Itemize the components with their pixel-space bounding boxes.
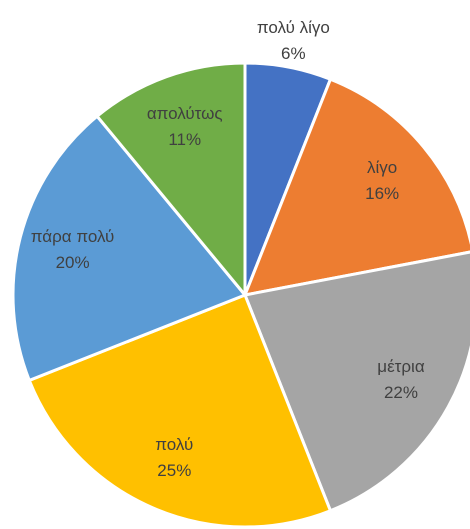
slice-label: πολύ (155, 435, 193, 454)
slice-value-label: 20% (56, 253, 90, 272)
pie-slice (27, 293, 333, 529)
pie-slice (242, 77, 470, 297)
pie-slice (242, 250, 470, 513)
slice-value-label: 25% (157, 461, 191, 480)
slice-label: πολύ λίγο (257, 18, 330, 37)
slice-value-label: 6% (281, 44, 306, 63)
slice-value-label: 16% (365, 184, 399, 203)
slice-value-label: 11% (168, 130, 201, 149)
slice-label: μέτρια (377, 357, 425, 376)
slice-label: απολύτως (147, 104, 223, 123)
slice-label: λίγο (367, 158, 397, 177)
slice-value-label: 22% (384, 383, 418, 402)
pie-slice (11, 114, 248, 383)
pie-slice (95, 61, 247, 300)
slice-label: πάρα πολύ (31, 227, 115, 246)
